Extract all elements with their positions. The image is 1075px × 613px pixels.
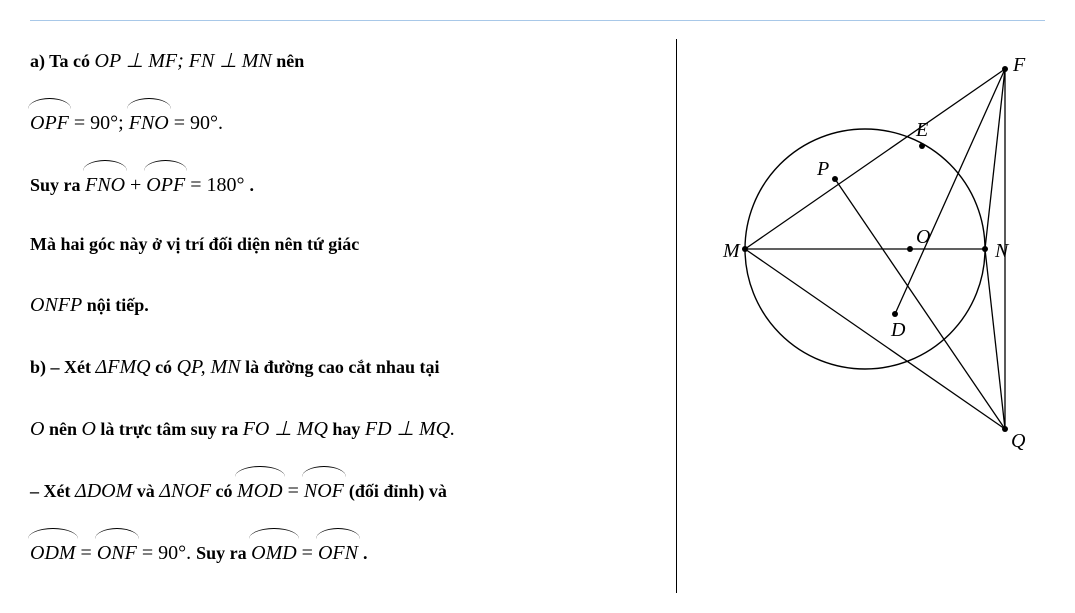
l8-text-b: và <box>137 481 160 501</box>
svg-text:N: N <box>994 240 1010 262</box>
svg-text:F: F <box>1012 54 1026 76</box>
math-fo-mq: FO ⊥ MQ <box>243 418 328 440</box>
arc-fno: FNO <box>129 101 169 145</box>
l5-text-b: nội tiếp. <box>87 295 149 315</box>
svg-text:Q: Q <box>1011 430 1026 452</box>
arc-omd: OMD <box>251 531 297 575</box>
top-rule <box>30 20 1045 21</box>
math-o-2: O <box>81 418 95 440</box>
svg-text:O: O <box>916 226 930 248</box>
arc-nof: NOF <box>304 469 344 513</box>
svg-text:P: P <box>816 158 829 180</box>
math-op-perp: OP ⊥ MF; FN ⊥ MN <box>95 50 272 72</box>
math-mod-nof: MOD = NOF <box>237 480 349 502</box>
arc-ofn: OFN <box>318 531 358 575</box>
l3-text-a: Suy ra <box>30 175 85 195</box>
svg-text:M: M <box>722 240 741 262</box>
math-qpmn: QP, MN <box>177 356 241 378</box>
eq-90-2: = 90°. <box>169 112 223 134</box>
l1-text-a: a) Ta có <box>30 51 95 71</box>
l4-text: Mà hai góc này ở vị trí đối diện nên tứ … <box>30 234 359 254</box>
eq-180: = 180° <box>185 174 244 196</box>
eq-9b: = <box>297 542 318 564</box>
l6-text-c: là đường cao cắt nhau tại <box>245 357 439 377</box>
arc-opf-2: OPF <box>146 163 185 207</box>
l1-text-b: nên <box>276 51 304 71</box>
svg-text:E: E <box>915 119 928 141</box>
eq-8: = <box>283 480 304 502</box>
line-7: O nên O là trực tâm suy ra FO ⊥ MQ hay F… <box>30 407 658 451</box>
arc-odm: ODM <box>30 531 76 575</box>
math-opf: OPF = 90°; FNO = 90°. <box>30 112 223 134</box>
l6-text-b: có <box>155 357 177 377</box>
svg-text:D: D <box>890 319 906 341</box>
arc-mod: MOD <box>237 469 283 513</box>
math-onfp: ONFP <box>30 294 82 316</box>
eq-9a: = <box>76 542 97 564</box>
plus: + <box>125 174 146 196</box>
eq-90-1: = 90°; <box>69 112 129 134</box>
l8-text-a: – Xét <box>30 481 75 501</box>
l7-text-d: hay <box>332 419 365 439</box>
math-omd-ofn: OMD = OFN <box>251 542 363 564</box>
line-6: b) – Xét ΔFMQ có QP, MN là đường cao cắt… <box>30 345 658 389</box>
line-1: a) Ta có OP ⊥ MF; FN ⊥ MN nên <box>30 39 658 83</box>
main-container: a) Ta có OP ⊥ MF; FN ⊥ MN nên OPF = 90°;… <box>30 39 1045 593</box>
arc-fno-2: FNO <box>85 163 125 207</box>
l7-text-b: nên <box>49 419 82 439</box>
line-5: ONFP nội tiếp. <box>30 283 658 327</box>
text-column: a) Ta có OP ⊥ MF; FN ⊥ MN nên OPF = 90°;… <box>30 39 668 593</box>
l8-text-d: (đối đỉnh) và <box>349 481 447 501</box>
line-3: Suy ra FNO + OPF = 180° . <box>30 163 658 207</box>
l7-text-c: là trực tâm suy ra <box>100 419 242 439</box>
line-4: Mà hai góc này ở vị trí đối diện nên tứ … <box>30 225 658 265</box>
math-fd-mq: FD ⊥ MQ. <box>365 418 455 440</box>
figure-column: M N O P E D F Q <box>685 39 1045 459</box>
l9-text-b: Suy ra <box>196 543 251 563</box>
l9-text-c: . <box>363 543 368 563</box>
l6-text-a: b) – Xét <box>30 357 96 377</box>
l3-text-b: . <box>249 175 254 195</box>
eq-90-3: = 90°. <box>137 542 191 564</box>
line-2: OPF = 90°; FNO = 90°. <box>30 101 658 145</box>
vertical-divider <box>676 39 677 593</box>
l8-text-c: có <box>216 481 238 501</box>
arc-opf: OPF <box>30 101 69 145</box>
math-sum-180: FNO + OPF = 180° <box>85 174 249 196</box>
geometry-figure: M N O P E D F Q <box>685 39 1045 459</box>
line-8: – Xét ΔDOM và ΔNOF có MOD = NOF (đối đỉn… <box>30 469 658 513</box>
math-fmq: ΔFMQ <box>96 356 151 378</box>
math-o-1: O <box>30 418 44 440</box>
math-dom: ΔDOM <box>75 480 132 502</box>
line-9: ODM = ONF = 90°. Suy ra OMD = OFN . <box>30 531 658 575</box>
math-odm-onf: ODM = ONF = 90°. <box>30 542 196 564</box>
arc-onf: ONF <box>97 531 137 575</box>
math-nof: ΔNOF <box>159 480 211 502</box>
